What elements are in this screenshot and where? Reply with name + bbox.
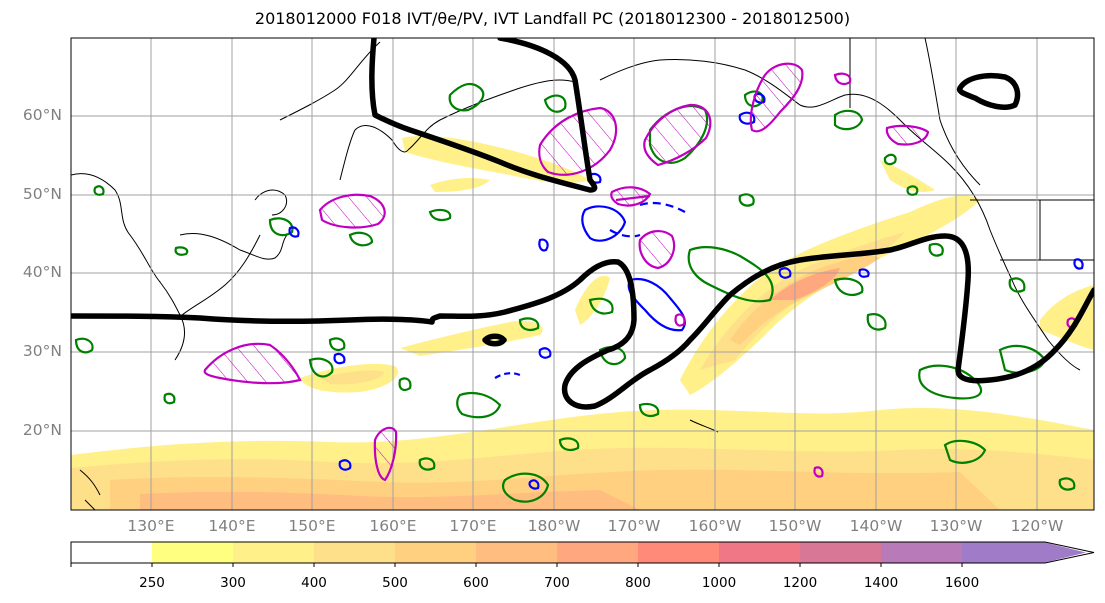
colorbar-tick-300: 300: [220, 575, 246, 591]
lon-label-150e: 150°E: [288, 517, 336, 535]
colorbar-tick-1400: 1400: [863, 575, 899, 591]
colorbar-segment: [638, 542, 720, 563]
lat-label-40n: 40°N: [22, 263, 62, 281]
map-title: 2018012000 F018 IVT/θe/PV, IVT Landfall …: [0, 9, 1105, 28]
lon-label-130w: 130°W: [929, 517, 983, 535]
map-panel: [71, 38, 1094, 510]
colorbar-tick-1600: 1600: [944, 575, 980, 591]
lon-label-170w: 170°W: [607, 517, 661, 535]
colorbar-segment: [233, 542, 315, 563]
lon-label-150w: 150°W: [768, 517, 822, 535]
colorbar-segment: [800, 542, 882, 563]
lat-label-60n: 60°N: [22, 106, 62, 124]
lon-label-130e: 130°E: [127, 517, 175, 535]
lon-label-120w: 120°W: [1010, 517, 1064, 535]
colorbar-tick-400: 400: [301, 575, 327, 591]
colorbar-ticks: [70, 563, 963, 567]
lon-label-140e: 140°E: [208, 517, 256, 535]
colorbar-segment: [71, 542, 153, 563]
colorbar: [70, 541, 1095, 567]
colorbar-segment: [719, 542, 801, 563]
colorbar-segment: [476, 542, 558, 563]
lon-label-160e: 160°E: [369, 517, 417, 535]
lon-label-180w: 180°W: [527, 517, 581, 535]
lat-label-50n: 50°N: [22, 185, 62, 203]
colorbar-segment: [152, 542, 234, 563]
landfall-pc-contour: [71, 38, 1094, 410]
colorbar-tick-500: 500: [382, 575, 408, 591]
title-text: 2018012000 F018 IVT/θe/PV, IVT Landfall …: [254, 9, 851, 28]
colorbar-tick-700: 700: [544, 575, 570, 591]
colorbar-segment: [314, 542, 396, 563]
lat-label-30n: 30°N: [22, 342, 62, 360]
pv-hatched-regions: [203, 62, 1078, 482]
colorbar-segment: [881, 542, 963, 563]
colorbar-segment: [395, 542, 477, 563]
colorbar-tick-800: 800: [625, 575, 651, 591]
map-frame: [70, 37, 1095, 511]
lon-label-160w: 160°W: [688, 517, 742, 535]
colorbar-segment: [962, 542, 1086, 563]
colorbar-tick-1000: 1000: [701, 575, 737, 591]
colorbar-tick-1200: 1200: [782, 575, 818, 591]
colorbar-segment: [557, 542, 639, 563]
colorbar-tick-600: 600: [463, 575, 489, 591]
colorbar-segments: [71, 542, 1086, 563]
lat-label-20n: 20°N: [22, 421, 62, 439]
colorbar-tick-250: 250: [139, 575, 165, 591]
lon-label-170e: 170°E: [449, 517, 497, 535]
lon-label-140w: 140°W: [849, 517, 903, 535]
